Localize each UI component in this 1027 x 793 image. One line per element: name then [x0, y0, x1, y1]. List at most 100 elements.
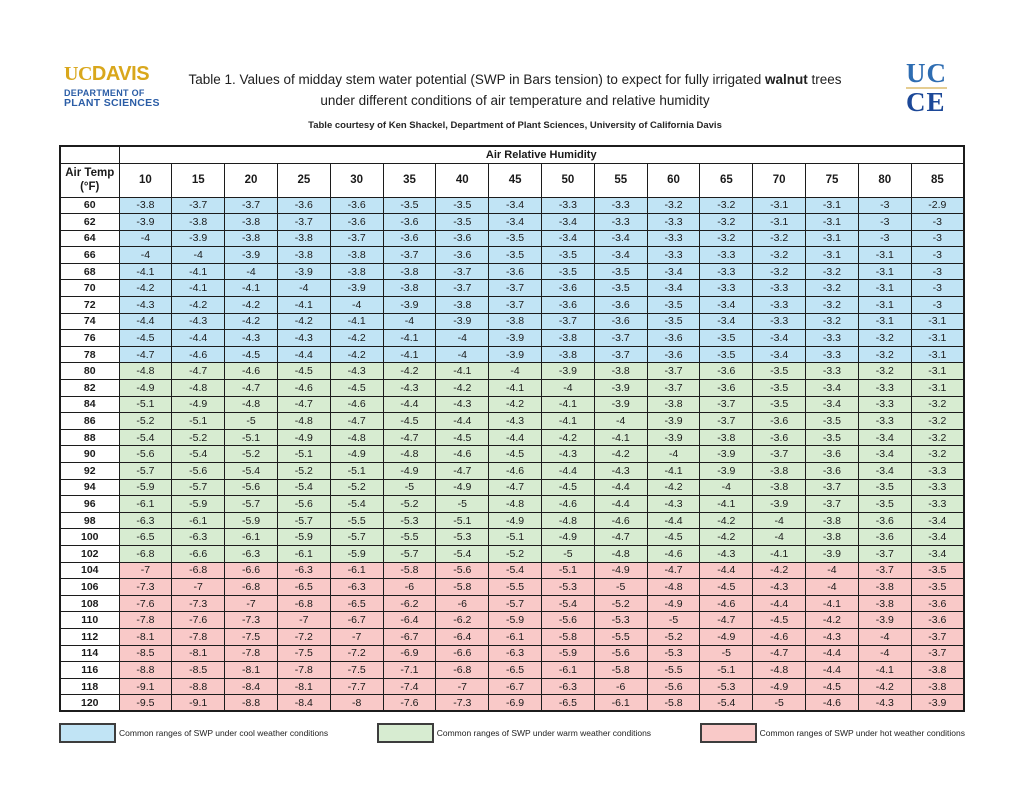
swp-cell: -3.6: [752, 412, 807, 430]
swp-cell: -6.8: [224, 578, 278, 596]
swp-cell: -2.9: [910, 196, 965, 215]
swp-cell: -3.8: [541, 345, 595, 364]
swp-cell: -3.5: [752, 362, 807, 381]
swp-cell: -6.1: [171, 511, 226, 530]
humidity-column-header: 15: [171, 162, 226, 198]
swp-cell: -6.5: [329, 594, 384, 613]
swp-cell: -4.3: [857, 694, 912, 712]
swp-cell: -5.2: [329, 478, 384, 497]
table-title-line2: under different conditions of air temper…: [320, 93, 710, 108]
legend-swatch-warm: [376, 723, 434, 743]
swp-cell: -3.2: [857, 329, 912, 347]
swp-cell: -5.8: [646, 694, 701, 712]
swp-cell: -3.5: [805, 428, 859, 447]
swp-cell: -3.1: [752, 196, 807, 215]
swp-cell: -4.8: [593, 544, 648, 563]
zone-legend: Common ranges of SWP under cool weather …: [59, 723, 965, 743]
swp-cell: -7.3: [118, 578, 173, 596]
swp-cell: -7.1: [382, 661, 437, 679]
table-row: 60 -3.8 -3.7 -3.7 -3.6 -3.6 -3.5 -3.5 -3.4 -3.3 -3…: [59, 196, 965, 215]
ucdavis-wordmark: UCDAVIS: [64, 64, 179, 85]
swp-cell: -4.8: [488, 495, 542, 513]
swp-cell: -4.1: [541, 395, 595, 414]
swp-cell: -3.8: [329, 246, 384, 264]
swp-cell: -4: [646, 445, 701, 463]
table-row: 86 -5.2 -5.1 -5 -4.8 -4.7 -4.5 -4.4 -4.3 -4.1 -4 -3…: [59, 412, 965, 430]
swp-cell: -5: [752, 694, 807, 712]
swp-cell: -4: [435, 329, 490, 347]
swp-cell: -3.6: [382, 229, 437, 248]
swp-cell: -4.2: [646, 478, 701, 497]
swp-cell: -4: [752, 511, 807, 530]
swp-cell: -4.1: [329, 312, 384, 331]
swp-cell: -7.6: [382, 694, 437, 712]
swp-cell: -4.4: [805, 661, 859, 679]
swp-cell: -3.9: [910, 694, 965, 712]
swp-cell: -4.9: [593, 561, 648, 580]
swp-cell: -4.9: [488, 511, 542, 530]
swp-cell: -4.2: [752, 561, 807, 580]
swp-cell: -4.1: [171, 262, 226, 281]
swp-cell: -4.7: [171, 362, 226, 381]
swp-cell: -6.6: [435, 644, 490, 663]
swp-cell: -4.3: [118, 296, 173, 314]
swp-cell: -9.1: [171, 694, 226, 712]
swp-cell: -7: [276, 611, 331, 629]
swp-cell: -4: [435, 345, 490, 364]
swp-cell: -5.8: [382, 561, 437, 580]
swp-cell: -3.2: [910, 428, 965, 447]
swp-cell: -3.7: [171, 196, 226, 215]
swp-cell: -5.6: [224, 478, 278, 497]
swp-cell: -5.1: [276, 445, 331, 463]
swp-cell: -5: [435, 495, 490, 513]
swp-cell: -4.7: [435, 462, 490, 480]
swp-cell: -7: [329, 627, 384, 646]
swp-cell: -3.1: [857, 312, 912, 331]
swp-cell: -4.9: [646, 594, 701, 613]
swp-cell: -3.9: [699, 445, 754, 463]
swp-cell: -3.8: [118, 196, 173, 215]
swp-cell: -4.1: [541, 412, 595, 430]
swp-cell: -4.3: [593, 462, 648, 480]
swp-cell: -5.2: [382, 495, 437, 513]
swp-cell: -3.5: [857, 478, 912, 497]
swp-cell: -4.6: [752, 627, 807, 646]
swp-cell: -6.3: [224, 544, 278, 563]
swp-cell: -5.9: [224, 511, 278, 530]
swp-cell: -3.3: [646, 246, 701, 264]
swp-cell: -3.4: [646, 262, 701, 281]
swp-cell: -4.8: [382, 445, 437, 463]
swp-cell: -7: [171, 578, 226, 596]
swp-cell: -7.3: [435, 694, 490, 712]
swp-cell: -3.8: [805, 528, 859, 546]
swp-cell: -4.4: [699, 561, 754, 580]
swp-cell: -5.1: [435, 511, 490, 530]
temp-row-header: 80: [59, 362, 120, 381]
swp-cell: -3.5: [382, 196, 437, 215]
swp-cell: -4: [224, 262, 278, 281]
swp-cell: -8.4: [276, 694, 331, 712]
temp-row-header: 70: [59, 279, 120, 298]
temp-row-header: 116: [59, 661, 120, 679]
swp-cell: -3.9: [805, 544, 859, 563]
humidity-column-header: 30: [329, 162, 384, 198]
swp-cell: -3.5: [910, 578, 965, 596]
swp-cell: -3.7: [857, 561, 912, 580]
swp-cell: -3: [910, 262, 965, 281]
swp-cell: -4: [805, 561, 859, 580]
table-row: 82 -4.9 -4.8 -4.7 -4.6 -4.5 -4.3 -4.2 -4.1 -4 -3.9…: [59, 379, 965, 397]
temp-row-header: 100: [59, 528, 120, 546]
swp-cell: -5.1: [541, 561, 595, 580]
humidity-column-header: 40: [435, 162, 490, 198]
swp-cell: -5.6: [541, 611, 595, 629]
swp-cell: -3.3: [646, 213, 701, 231]
swp-cell: -4.2: [329, 329, 384, 347]
swp-cell: -4.1: [488, 379, 542, 397]
swp-cell: -5.5: [382, 528, 437, 546]
swp-cell: -6.1: [224, 528, 278, 546]
swp-cell: -5.6: [435, 561, 490, 580]
swp-cell: -3.5: [593, 279, 648, 298]
swp-cell: -5.1: [488, 528, 542, 546]
swp-cell: -5: [382, 478, 437, 497]
